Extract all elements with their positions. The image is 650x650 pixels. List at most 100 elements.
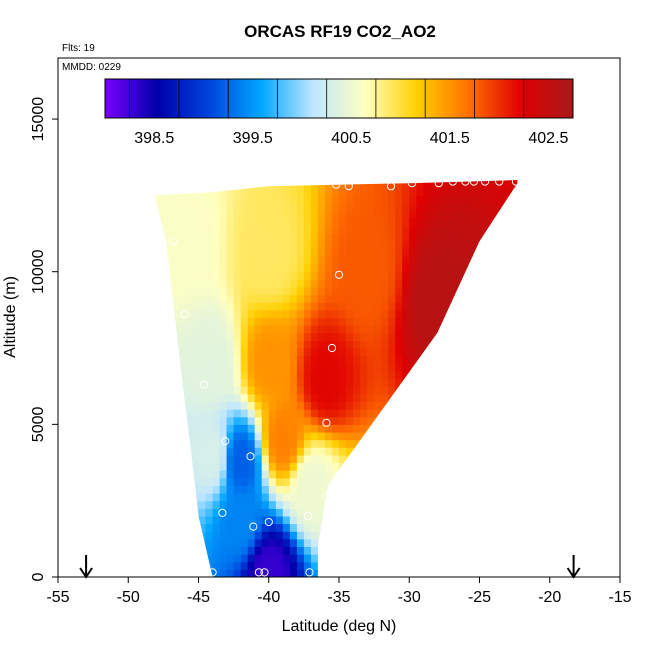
curtain-cell: [395, 363, 403, 372]
curtain-cell: [465, 515, 473, 525]
curtain-cell: [177, 248, 185, 257]
curtain-cell: [339, 187, 347, 196]
curtain-cell: [402, 409, 410, 418]
curtain-cell: [170, 409, 178, 418]
curtain-cell: [437, 515, 445, 525]
curtain-cell: [282, 248, 291, 257]
curtain-cell: [332, 302, 340, 311]
curtain-cell: [219, 386, 228, 395]
curtain-cell: [465, 523, 473, 532]
curtain-cell: [177, 233, 185, 242]
curtain-cell: [163, 424, 171, 433]
curtain-cell: [191, 287, 200, 296]
curtain-cell: [486, 447, 495, 456]
curtain-cell: [507, 500, 516, 509]
curtain-cell: [282, 332, 291, 341]
curtain-cell: [268, 416, 277, 425]
curtain-cell: [219, 241, 228, 250]
curtain-cell: [275, 515, 284, 525]
curtain-cell: [184, 302, 192, 311]
curtain-cell: [205, 363, 214, 372]
curtain-cell: [205, 401, 214, 410]
curtain-cell: [486, 210, 495, 219]
curtain-cell: [226, 393, 235, 402]
curtain-cell: [416, 554, 424, 563]
curtain-cell: [451, 454, 459, 464]
curtain-cell: [191, 264, 200, 273]
curtain-cell: [360, 203, 368, 212]
curtain-cell: [254, 294, 263, 303]
curtain-cell: [472, 309, 481, 319]
curtain-cell: [500, 302, 509, 311]
curtain-cell: [472, 233, 481, 242]
curtain-cell: [479, 370, 488, 380]
curtain-cell: [522, 402, 530, 410]
curtain-cell: [402, 477, 410, 486]
curtain-cell: [367, 447, 375, 456]
curtain-cell: [367, 546, 375, 555]
curtain-cell: [261, 386, 270, 395]
curtain-cell: [465, 264, 473, 273]
curtain-cell: [430, 477, 438, 486]
curtain-cell: [416, 454, 424, 464]
curtain-cell: [289, 439, 298, 448]
curtain-cell: [324, 187, 333, 196]
curtain-cell: [261, 218, 270, 227]
curtain-cell: [324, 210, 333, 219]
curtain-cell: [430, 454, 438, 464]
curtain-cell: [522, 325, 530, 333]
curtain-cell: [226, 462, 235, 471]
curtain-cell: [198, 386, 207, 395]
curtain-cell: [395, 477, 403, 486]
curtain-cell: [479, 454, 488, 464]
curtain-cell: [444, 477, 452, 486]
curtain-cell: [154, 180, 157, 189]
curtain-cell: [451, 439, 459, 448]
sample-point: [218, 508, 227, 518]
curtain-cell: [268, 447, 277, 456]
curtain-cell: [163, 416, 171, 425]
curtain-cell: [353, 416, 361, 425]
curtain-cell: [479, 554, 488, 563]
curtain-cell: [198, 195, 207, 204]
curtain-cell: [261, 241, 270, 250]
curtain-cell: [296, 508, 305, 517]
curtain-cell: [423, 470, 431, 479]
curtain-cell: [154, 348, 157, 357]
curtain-cell: [310, 386, 319, 395]
curtain-cell: [381, 302, 389, 311]
curtain-cell: [500, 294, 509, 303]
curtain-cell: [486, 294, 495, 303]
curtain-cell: [205, 279, 214, 288]
curtain-cell: [275, 462, 284, 471]
curtain-cell: [233, 317, 242, 326]
curtain-cell: [184, 561, 192, 570]
curtain-cell: [507, 454, 516, 464]
curtain-cell: [154, 470, 157, 479]
curtain-cell: [240, 287, 249, 296]
co2-curtain-field: [154, 180, 530, 577]
curtain-cell: [374, 523, 382, 532]
curtain-cell: [254, 248, 263, 257]
curtain-cell: [522, 440, 530, 448]
curtain-cell: [296, 424, 305, 433]
curtain-cell: [381, 523, 389, 532]
curtain-cell: [205, 546, 214, 555]
curtain-cell: [184, 218, 192, 227]
curtain-cell: [261, 348, 270, 357]
curtain-cell: [493, 264, 502, 273]
curtain-cell: [395, 287, 403, 296]
curtain-cell: [156, 294, 164, 303]
curtain-cell: [472, 294, 481, 303]
curtain-cell: [219, 203, 228, 212]
curtain-cell: [219, 515, 228, 525]
curtain-cell: [177, 554, 185, 563]
curtain-cell: [479, 508, 488, 517]
curtain-cell: [507, 241, 516, 250]
curtain-cell: [416, 218, 424, 227]
curtain-cell: [472, 386, 481, 395]
curtain-cell: [430, 500, 438, 509]
curtain-cell: [402, 256, 410, 265]
curtain-cell: [198, 218, 207, 227]
curtain-cell: [486, 531, 495, 540]
